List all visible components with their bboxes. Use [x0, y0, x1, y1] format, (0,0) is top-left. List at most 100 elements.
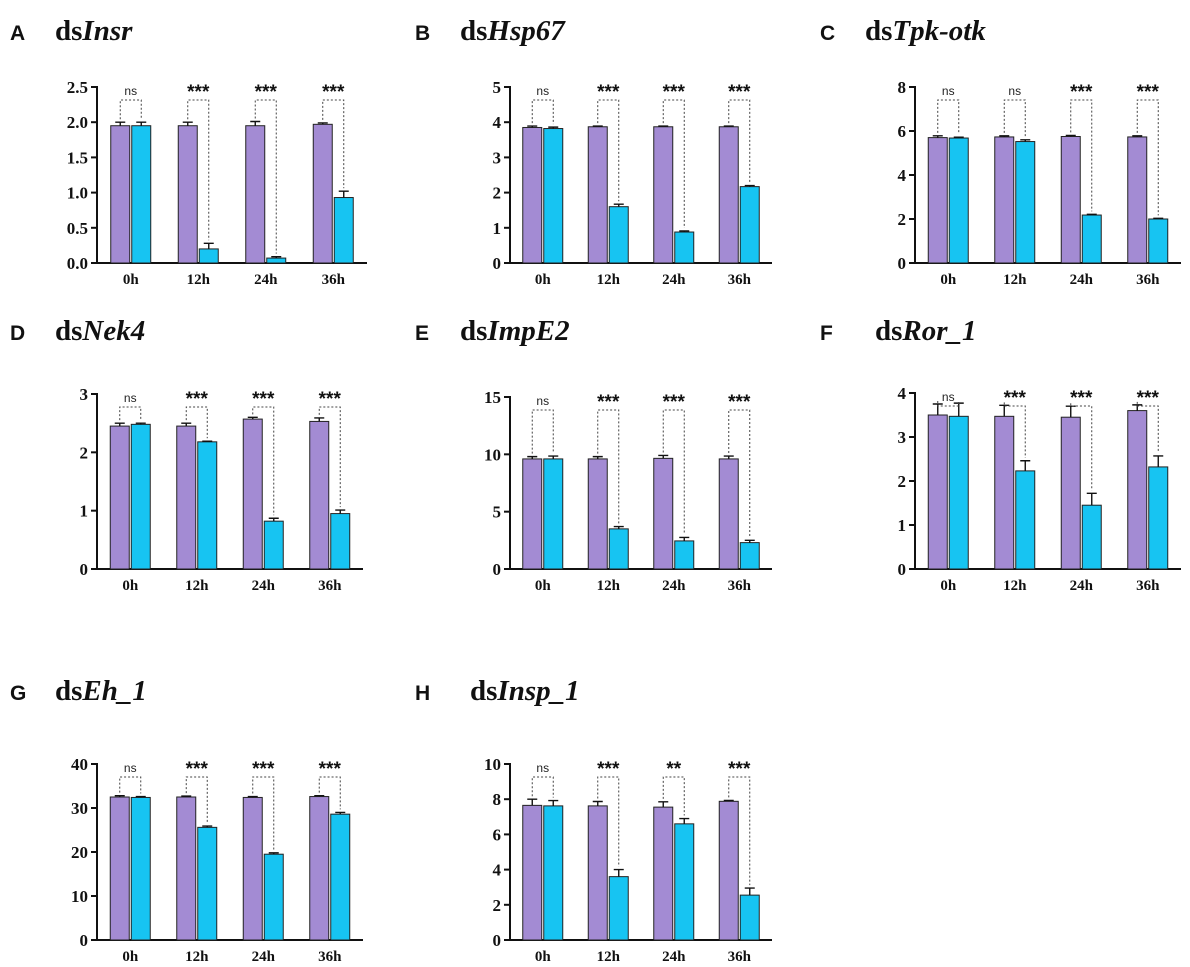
panel-a-y-tick-label: 1.0 — [67, 184, 88, 203]
panel-e-bar-treatment — [739, 542, 760, 570]
panel-d-title: dsNek4 — [55, 315, 145, 347]
panel-f-y-tick-label: 1 — [898, 516, 907, 535]
panel-a-x-tick-label: 0h — [123, 272, 140, 288]
panel-g-bar-treatment — [130, 796, 151, 941]
panel-b-letter: B — [415, 22, 430, 45]
panel-g-error-bar — [202, 825, 213, 828]
panel-g-error-bar — [335, 811, 346, 815]
panel-e-title: dsImpE2 — [460, 315, 570, 347]
panel-c-title: dsTpk-otk — [865, 15, 986, 47]
panel-b-significance-bracket — [597, 99, 620, 202]
panel-g-y-tick-label: 0 — [80, 931, 89, 950]
panel-f-significance-bracket — [1136, 401, 1159, 453]
panel-h-bar-control — [522, 804, 543, 941]
panel-g-error-bar — [314, 794, 325, 797]
panel-c-bar-control — [1127, 136, 1148, 264]
panel-c-title-prefix: ds — [865, 15, 892, 47]
panel-c-y-tick-label: 2 — [898, 210, 907, 229]
panel-d-significance-bracket — [252, 406, 275, 516]
panel-f-bar-control — [1127, 410, 1148, 570]
panel-d-bar-treatment — [263, 520, 284, 570]
panel-f-y-tick-label: 0 — [898, 560, 907, 579]
panel-a-error-bar — [338, 190, 349, 198]
panel-g-bar-control — [309, 796, 330, 941]
panel-a-significance-label: ns — [124, 84, 137, 98]
panel-f-title-gene: Ror_1 — [901, 315, 976, 347]
panel-b-y-tick-label: 0 — [493, 254, 502, 273]
panel-c-error-bar — [1020, 139, 1031, 142]
panel-h-x-tick-label: 24h — [662, 949, 686, 965]
panel-g-error-bar — [114, 794, 125, 797]
panel-a-significance-label: *** — [255, 82, 278, 103]
panel-d-significance-bracket — [185, 406, 208, 439]
panel-c-title-gene: Tpk-otk — [892, 15, 986, 47]
panel-f-bar-treatment — [1015, 470, 1036, 570]
panel-d-y-tick-label: 0 — [80, 560, 89, 579]
panel-h-y-tick-label: 8 — [493, 790, 502, 809]
panel-b-significance-label: ns — [536, 84, 549, 98]
panel-e-title-prefix: ds — [460, 315, 487, 347]
panel-f-y-tick-label: 4 — [898, 384, 907, 403]
panel-e-bar-control — [587, 458, 608, 570]
panel-h-error-bar — [527, 798, 538, 806]
panel-a-error-bar — [115, 121, 126, 126]
panel-b-y-tick-label: 3 — [493, 148, 502, 167]
panel-a-bar-control — [245, 125, 266, 264]
panel-a-y-tick-label: 1.5 — [67, 148, 88, 167]
panel-g-significance-bracket — [318, 776, 341, 810]
panel-d-error-bar — [335, 509, 346, 514]
panel-g-significance-bracket — [185, 776, 208, 824]
panel-h-significance-label: *** — [597, 759, 620, 780]
panel-f-bar-treatment — [948, 415, 969, 570]
panel-h-error-bar — [679, 817, 690, 824]
panel-g-x-tick-label: 24h — [252, 949, 276, 965]
panel-c-error-bar — [1065, 134, 1076, 137]
panel-c-significance-label: *** — [1137, 82, 1160, 103]
panel-d-title-gene: Nek4 — [81, 315, 145, 347]
panel-g-y-tick-label: 10 — [71, 887, 88, 906]
panel-b-significance-bracket — [728, 99, 751, 183]
panel-e-error-bar — [592, 455, 603, 459]
panel-g-y-tick-label: 40 — [71, 755, 88, 774]
panel-f-error-bar — [953, 402, 964, 417]
panel-g-significance-bracket — [252, 776, 275, 850]
panel-b-title-gene: Hsp67 — [486, 15, 566, 47]
panel-e-significance-label: *** — [663, 392, 686, 413]
panel-d-letter: D — [10, 322, 25, 345]
panel-e-y-tick-label: 15 — [484, 388, 501, 407]
panel-b-significance-label: *** — [597, 82, 620, 103]
panel-e-error-bar — [723, 455, 734, 459]
panel-c-y-tick-label: 0 — [898, 254, 907, 273]
panel-a-x-tick-label: 24h — [254, 272, 278, 288]
panel-d-error-bar — [181, 422, 192, 427]
panel-h-error-bar — [658, 801, 669, 808]
panel-h-y-tick-label: 10 — [484, 755, 501, 774]
panel-d-x-tick-label: 24h — [252, 578, 276, 594]
panel-a-bar-control — [177, 125, 198, 264]
panel-d-x-tick-label: 36h — [318, 578, 342, 594]
panel-c-y-tick-label: 6 — [898, 122, 907, 141]
panel-h-significance-bracket — [662, 776, 685, 816]
panel-f-significance-label: ns — [942, 390, 955, 404]
panel-d-error-bar — [202, 440, 213, 442]
panel-a-title: dsInsr — [55, 15, 133, 47]
panel-g-bar-control — [176, 796, 197, 941]
panel-a-title-prefix: ds — [55, 15, 82, 47]
panel-h-title-prefix: ds — [470, 675, 497, 707]
panel-c-letter: C — [820, 22, 835, 45]
panel-a-bar-treatment — [131, 125, 152, 264]
panel-f-letter: F — [820, 322, 833, 345]
panel-b-x-tick-label: 12h — [597, 272, 621, 288]
panel-f-x-tick-label: 12h — [1003, 578, 1027, 594]
panel-h-y-tick-label: 4 — [493, 861, 502, 880]
panel-a-error-bar — [250, 120, 261, 126]
panel-e-error-bar — [548, 455, 559, 459]
panel-h-x-tick-label: 36h — [728, 949, 752, 965]
panel-c-x-tick-label: 36h — [1136, 272, 1160, 288]
panel-b-bar-control — [522, 126, 543, 264]
panel-d-bar-treatment — [330, 513, 351, 570]
panel-f-significance-label: *** — [1070, 388, 1093, 409]
panel-h-letter: H — [415, 682, 430, 705]
